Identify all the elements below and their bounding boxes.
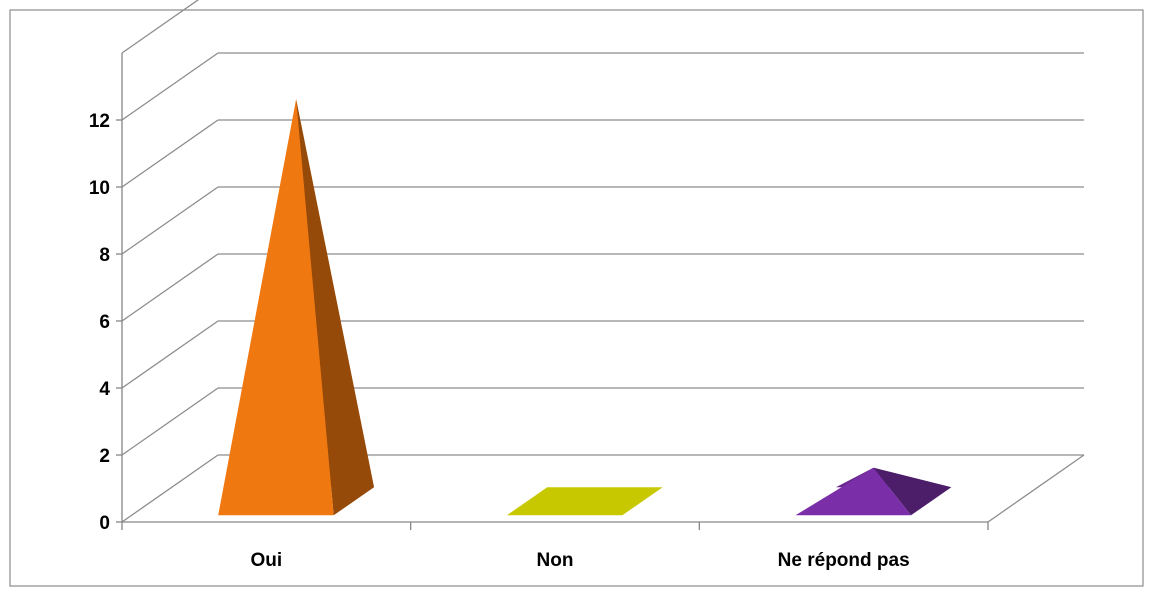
y-tick-label-5: 10	[89, 178, 110, 199]
x-tick-label-2: Ne répond pas	[778, 550, 910, 571]
bar-0	[218, 99, 374, 516]
gridline-wall-0	[121, 454, 219, 523]
x-tick-label-1: Non	[537, 550, 574, 571]
gridline-wall-4	[121, 186, 219, 255]
gridline-wall-1	[121, 387, 219, 456]
axis-layer	[116, 53, 989, 530]
y-tick-label-0: 0	[99, 513, 110, 534]
gridline-wall-3	[121, 253, 219, 322]
bar-base-1	[506, 487, 663, 516]
bar-front-face-2	[795, 467, 911, 516]
gridline-wall-top	[121, 0, 200, 54]
y-tick-label-3: 6	[99, 312, 110, 333]
y-tick-label-6: 12	[89, 111, 110, 132]
floor-right-edge	[987, 454, 1085, 523]
y-tick-labels: 0 2 4 6 8 10 12	[89, 111, 111, 534]
gridline-wall-5	[121, 119, 219, 188]
bar-2	[795, 467, 952, 516]
bar-1	[506, 487, 663, 516]
x-tick-labels: Oui Non Ne répond pas	[250, 550, 909, 571]
bar-side-face-2	[873, 467, 952, 516]
bar-side-face-0	[296, 99, 374, 516]
x-tick-label-0: Oui	[250, 550, 282, 571]
gridline-wall-6	[121, 52, 219, 121]
gridline-wall-2	[121, 320, 219, 389]
y-tick-label-4: 8	[99, 245, 110, 266]
y-tick-label-1: 2	[99, 446, 110, 467]
bar-front-face-0	[218, 99, 334, 516]
y-tick-label-2: 4	[99, 379, 110, 400]
bars-layer	[218, 99, 952, 516]
